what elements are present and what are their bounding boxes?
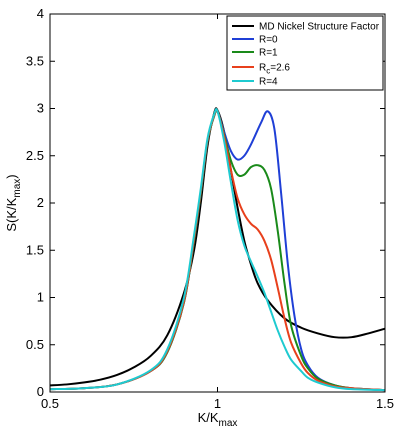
y-axis-label-close: ) (4, 174, 19, 178)
legend-label-1: R=0 (259, 35, 278, 46)
y-tick-label: 0 (37, 384, 44, 399)
series-line-3 (49, 108, 386, 392)
y-tick-label: 1 (37, 290, 44, 305)
x-tick-label: 0.5 (41, 396, 59, 411)
series-line-2 (49, 109, 386, 392)
x-axis-label-sub: max (219, 418, 238, 429)
y-axis-label-main: S(K/K (4, 197, 19, 231)
y-tick-label: 2.5 (26, 148, 44, 163)
series-line-4 (49, 108, 386, 392)
legend-label-0: MD Nickel Structure Factor (259, 22, 380, 33)
y-axis-label-sub: max (12, 179, 23, 198)
x-axis-label: K/Kmax (198, 410, 238, 429)
series-line-1 (49, 109, 386, 392)
y-axis-label: S(K/Kmax) (4, 174, 23, 231)
axes: 00.511.522.533.540.5 1 1.5 (26, 6, 394, 411)
series-line-0 (49, 107, 386, 387)
x-axis-label-main: K/K (198, 410, 219, 425)
legend-label-2: R=1 (259, 48, 278, 59)
legend-label-3: Rc=2.6 (259, 63, 290, 76)
y-tick-label: 3.5 (26, 53, 44, 68)
legend: MD Nickel Structure Factor R=0 R=1 Rc=2.6R=… (226, 15, 384, 91)
x-tick-label: 1.5 (376, 396, 394, 411)
y-tick-label: 0.5 (26, 337, 44, 352)
y-tick-label: 4 (37, 6, 44, 21)
y-tick-label: 1.5 (26, 242, 44, 257)
x-tick-label: 1 (214, 396, 221, 411)
legend-label-4: R=4 (259, 77, 278, 88)
y-tick-label: 2 (37, 195, 44, 210)
plot-area (49, 107, 386, 392)
y-tick-label: 3 (37, 101, 44, 116)
